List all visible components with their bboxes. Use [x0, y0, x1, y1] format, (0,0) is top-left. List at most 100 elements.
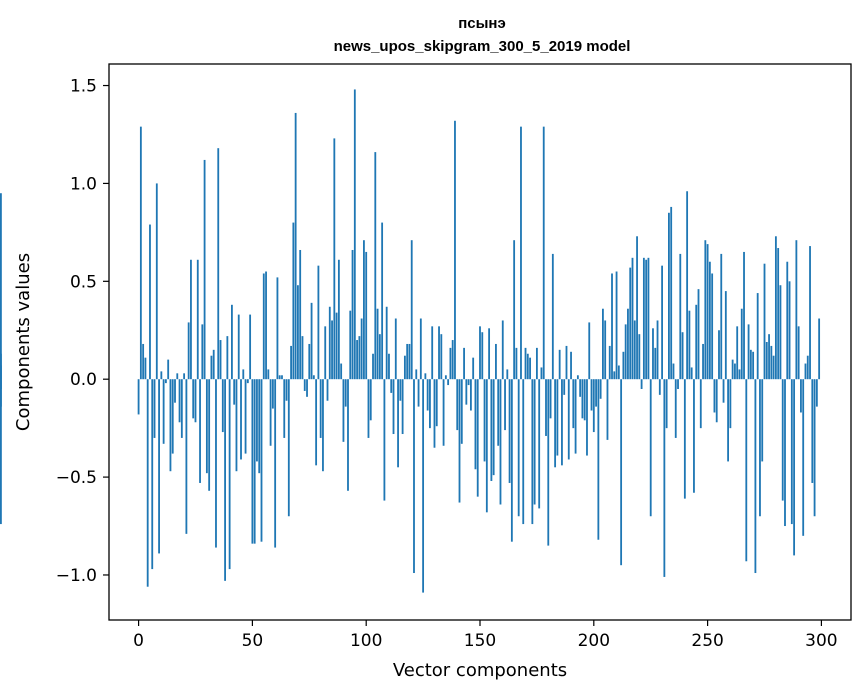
bar-173: [531, 379, 534, 525]
bar-132: [438, 326, 440, 380]
bar-65: [285, 379, 288, 401]
bar-243: [690, 367, 693, 380]
bar-284: [784, 379, 786, 527]
bar-257: [722, 379, 725, 403]
bar-298: [815, 379, 818, 407]
bar-108: [383, 379, 386, 501]
bar-239: [681, 332, 684, 380]
bar-210: [615, 271, 618, 380]
bar-249: [704, 240, 707, 380]
bar-213: [622, 351, 625, 380]
y-tick-label: 1.0: [70, 174, 97, 194]
bar-111: [390, 379, 393, 393]
bar-162: [506, 369, 509, 380]
bar-254: [715, 379, 718, 423]
bar-113: [394, 318, 397, 380]
bar-148: [474, 379, 477, 470]
bar-149: [476, 379, 479, 497]
bar-189: [567, 379, 570, 460]
bar-68: [292, 222, 295, 380]
bar-272: [756, 293, 759, 380]
bar-140: [456, 379, 459, 431]
bar-30: [205, 379, 208, 474]
bar-212: [620, 379, 623, 566]
bar-80: [319, 379, 322, 438]
bar-199: [590, 379, 593, 411]
bar-180: [547, 379, 550, 546]
bar-0: [137, 379, 140, 415]
bar-40: [228, 379, 231, 570]
bar-53: [258, 379, 261, 474]
bar-228: [656, 320, 659, 380]
bar-7: [153, 379, 156, 438]
bar-93: [349, 310, 352, 380]
bar-184: [556, 379, 559, 456]
x-axis-ticks: 0 50 100 150 200 250 300: [133, 620, 838, 651]
x-tick-label: 0: [133, 631, 144, 651]
bar-24: [192, 379, 195, 419]
bar-89: [340, 363, 343, 380]
bar-95: [353, 89, 356, 380]
bar-255: [718, 330, 720, 380]
bar-214: [624, 324, 627, 380]
bar-67: [290, 345, 292, 380]
bar-222: [642, 257, 645, 380]
bar-79: [317, 265, 320, 380]
bar-277: [768, 334, 770, 380]
bar-194: [579, 379, 582, 397]
bar-246: [697, 289, 700, 380]
bar-27: [199, 379, 201, 483]
bar-55: [262, 273, 265, 380]
bar-29: [203, 159, 206, 380]
bar-58: [269, 379, 272, 446]
bar-183: [554, 379, 557, 468]
bar-174: [533, 379, 536, 505]
chart-subtitle: news_upos_skipgram_300_5_2019 model: [334, 38, 631, 55]
bar-82: [324, 326, 327, 380]
bar-39: [226, 336, 229, 380]
bar-157: [495, 343, 497, 380]
bar-57: [267, 369, 270, 380]
bar-20: [183, 373, 186, 380]
bar-81: [322, 379, 324, 472]
bar-215: [627, 308, 629, 380]
bar-109: [385, 306, 388, 380]
bar-227: [654, 347, 657, 380]
bar-115: [399, 379, 402, 401]
bar-203: [599, 379, 602, 399]
bar-195: [581, 379, 584, 419]
bar-253: [713, 379, 716, 413]
bar-204: [602, 308, 604, 380]
bar-235: [672, 363, 675, 380]
bar-168: [520, 126, 522, 380]
bar-124: [419, 318, 422, 380]
bar-19: [180, 379, 183, 438]
bar-61: [276, 277, 279, 380]
bar-164: [510, 379, 513, 542]
bar-297: [813, 379, 816, 517]
bar-230: [661, 265, 663, 380]
bar-156: [492, 379, 495, 476]
bar-36: [219, 340, 222, 380]
bar-62: [278, 375, 281, 380]
bar-188: [565, 345, 568, 380]
bar-289: [795, 240, 798, 380]
bar-43: [235, 379, 238, 472]
bar-200: [592, 379, 595, 433]
bar-175: [535, 347, 538, 380]
bar-201: [595, 379, 597, 407]
bar-161: [504, 379, 506, 431]
bar-77: [312, 375, 315, 380]
bar-117: [403, 355, 406, 380]
bar-193: [576, 375, 579, 380]
bar-99: [363, 240, 365, 380]
bar-71: [299, 249, 302, 380]
y-tick-label: −0.5: [56, 468, 97, 488]
bar-84: [328, 306, 331, 380]
bar-127: [426, 379, 429, 411]
bars-group: [0, 89, 821, 593]
bar-160: [501, 320, 504, 380]
bar-75: [308, 343, 311, 380]
bar-59: [271, 379, 274, 409]
bar-88: [337, 259, 340, 380]
